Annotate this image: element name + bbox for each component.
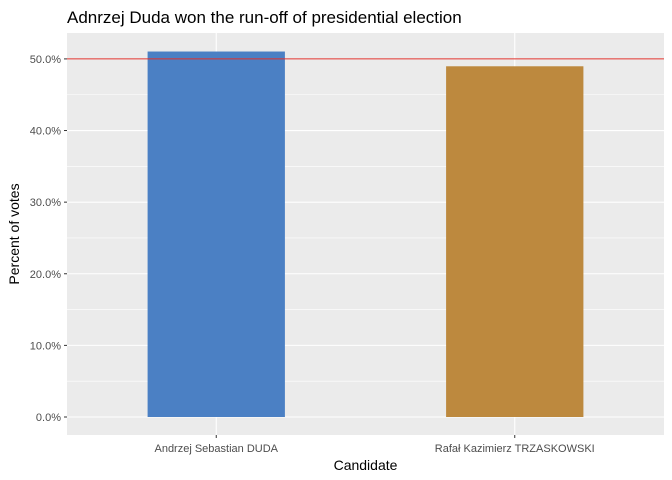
- chart-title: Adnrzej Duda won the run-off of presiden…: [67, 8, 462, 27]
- y-tick-label: 20.0%: [30, 269, 61, 281]
- y-tick-label: 0.0%: [36, 412, 61, 424]
- bar-1: [147, 51, 285, 417]
- y-tick-label: 50.0%: [30, 54, 61, 66]
- bars: [147, 51, 584, 417]
- x-tick-label: Rafał Kazimierz TRZASKOWSKI: [435, 443, 595, 455]
- y-tick-label: 10.0%: [30, 340, 61, 352]
- y-tick-label: 30.0%: [30, 197, 61, 209]
- x-axis: Andrzej Sebastian DUDA Rafał Kazimierz TR…: [154, 435, 595, 455]
- bar-2: [446, 66, 584, 417]
- x-tick-label: Andrzej Sebastian DUDA: [154, 443, 278, 455]
- y-axis: 0.0% 10.0% 20.0% 30.0% 40.0% 50.0%: [30, 54, 67, 424]
- y-tick-label: 40.0%: [30, 126, 61, 138]
- x-axis-title: Candidate: [334, 457, 398, 473]
- y-axis-title: Percent of votes: [6, 183, 22, 284]
